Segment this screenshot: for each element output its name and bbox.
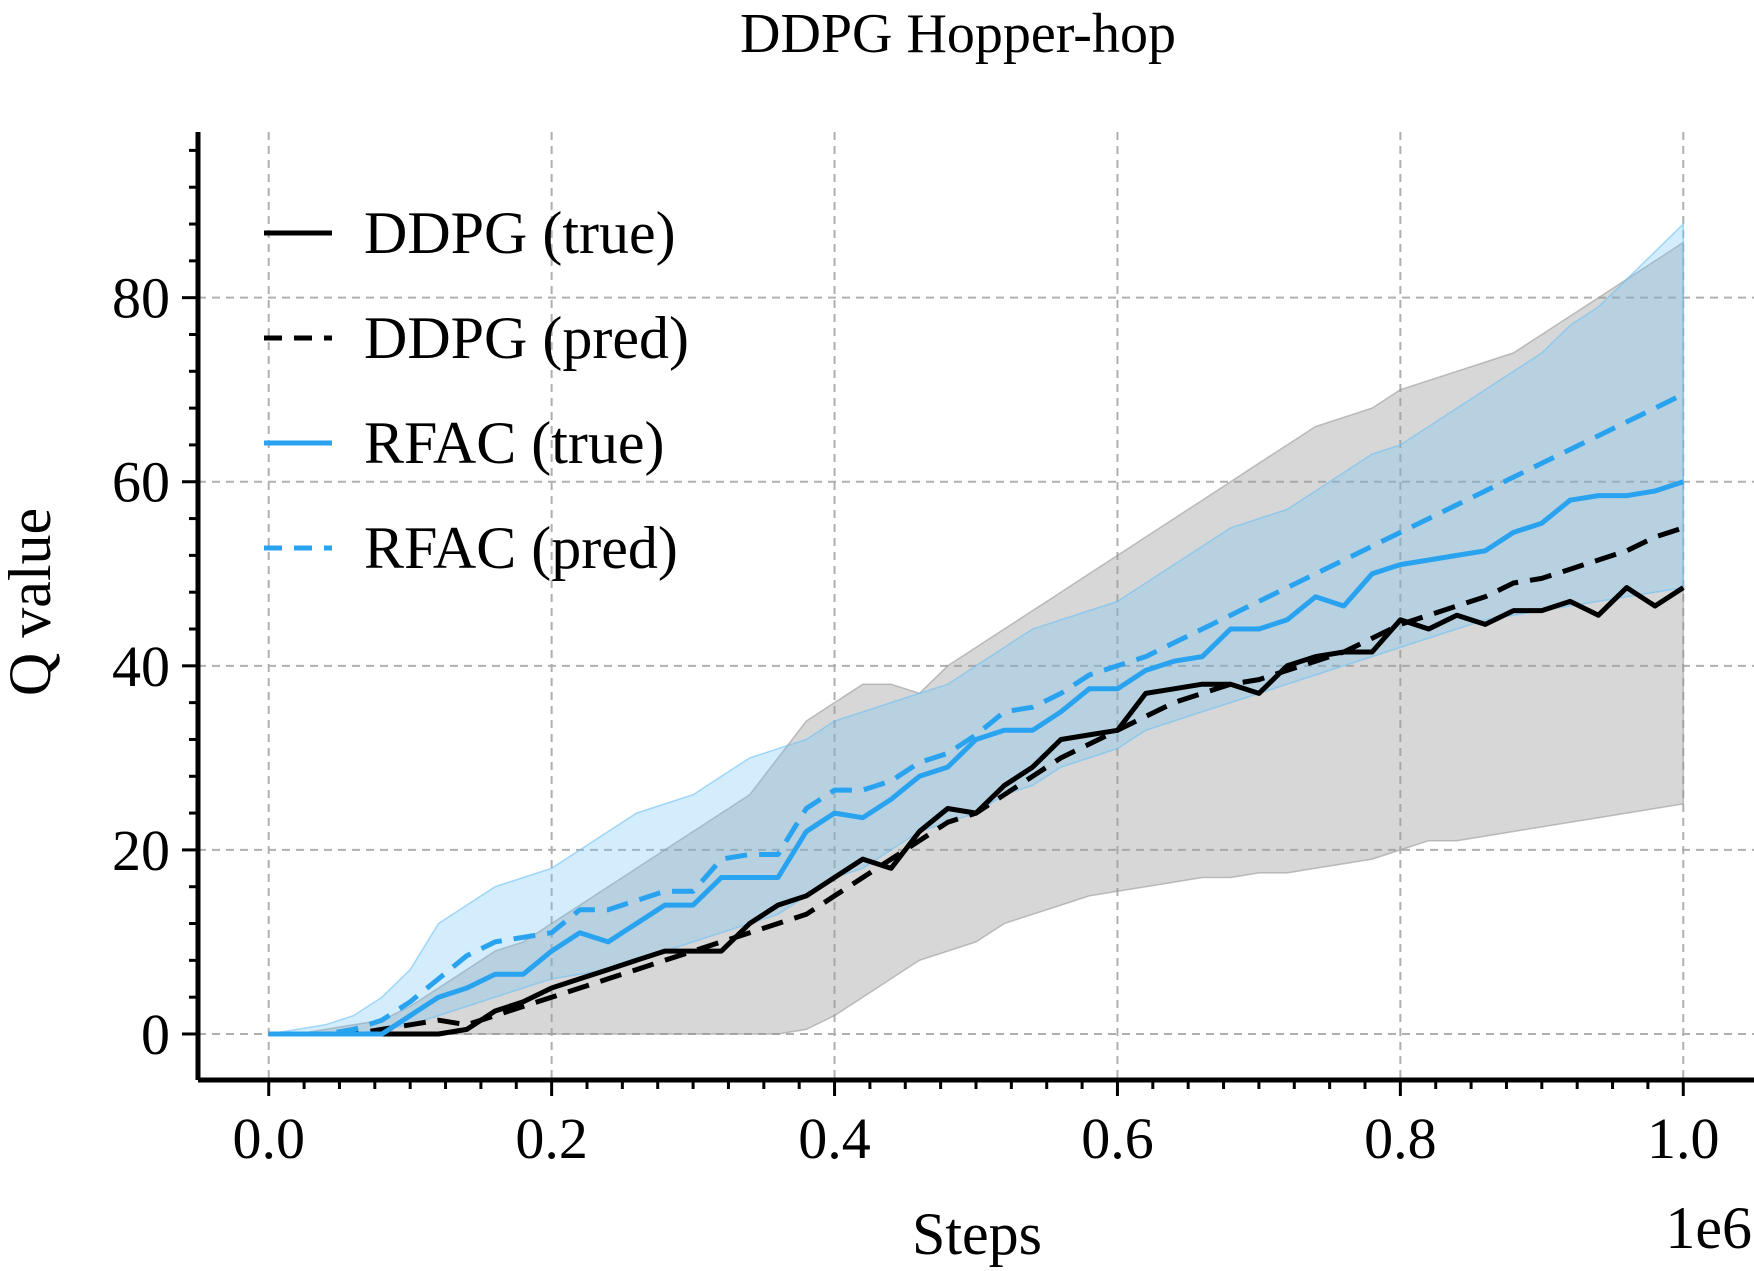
x-tick-label-4: 0.8 [1364, 1106, 1437, 1171]
y-tick-label-2: 40 [112, 634, 170, 699]
series-line-3 [268, 392, 1685, 1037]
series-line-1 [268, 525, 1685, 1037]
chart-title: DDPG Hopper-hop [740, 3, 1176, 65]
y-axis-label: Q value [0, 508, 63, 696]
x-axis-offset-label: 1e6 [1665, 1195, 1752, 1261]
y-tick-label-3: 60 [112, 450, 170, 515]
series-lines [268, 392, 1685, 1037]
legend-label-2: RFAC (true) [364, 410, 665, 476]
x-tick-label-2: 0.4 [798, 1106, 871, 1171]
y-tick-label-1: 20 [112, 818, 170, 883]
legend-label-3: RFAC (pred) [364, 515, 678, 581]
x-tick-label-1: 0.2 [515, 1106, 588, 1171]
x-tick-label-5: 1.0 [1647, 1106, 1720, 1171]
axis-ticks: 0.0 0.2 0.4 0.6 0.8 1.0 0 20 40 60 80 [112, 148, 1720, 1171]
x-tick-label-0: 0.0 [232, 1106, 305, 1171]
legend-label-1: DDPG (pred) [364, 305, 689, 371]
legend-label-0: DDPG (true) [364, 200, 676, 266]
legend: DDPG (true) DDPG (pred) RFAC (true) RFAC (p… [264, 200, 689, 581]
series-line-2 [268, 479, 1685, 1037]
x-tick-label-3: 0.6 [1081, 1106, 1154, 1171]
x-axis-label: Steps [912, 1201, 1042, 1267]
y-tick-label-0: 0 [141, 1002, 170, 1067]
y-tick-label-4: 80 [112, 266, 170, 331]
